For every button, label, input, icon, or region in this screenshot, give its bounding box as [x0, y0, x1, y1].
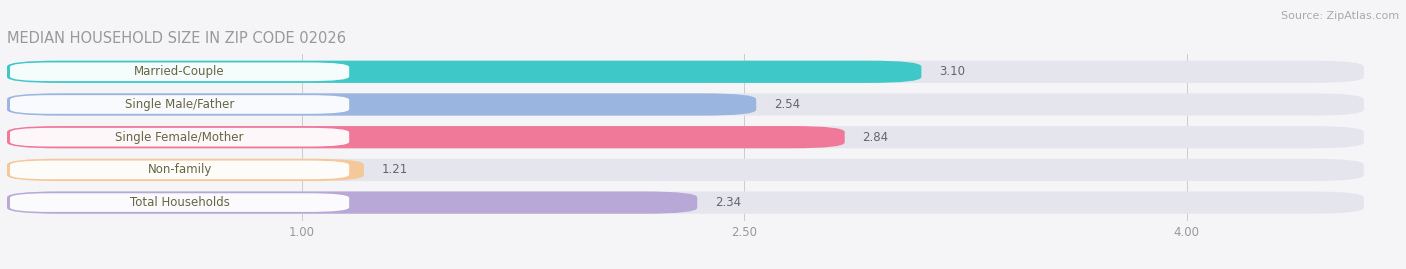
FancyBboxPatch shape — [7, 192, 1364, 214]
Text: Single Male/Father: Single Male/Father — [125, 98, 235, 111]
Text: 3.10: 3.10 — [939, 65, 965, 78]
Text: Source: ZipAtlas.com: Source: ZipAtlas.com — [1281, 11, 1399, 21]
FancyBboxPatch shape — [7, 61, 1364, 83]
FancyBboxPatch shape — [7, 61, 921, 83]
FancyBboxPatch shape — [7, 126, 1364, 148]
Text: 2.34: 2.34 — [714, 196, 741, 209]
Text: Single Female/Mother: Single Female/Mother — [115, 131, 243, 144]
FancyBboxPatch shape — [10, 193, 349, 212]
FancyBboxPatch shape — [10, 128, 349, 147]
Text: 2.54: 2.54 — [773, 98, 800, 111]
Text: Married-Couple: Married-Couple — [134, 65, 225, 78]
FancyBboxPatch shape — [10, 62, 349, 81]
Text: MEDIAN HOUSEHOLD SIZE IN ZIP CODE 02026: MEDIAN HOUSEHOLD SIZE IN ZIP CODE 02026 — [7, 31, 346, 46]
FancyBboxPatch shape — [7, 159, 364, 181]
FancyBboxPatch shape — [7, 159, 1364, 181]
Text: Non-family: Non-family — [148, 163, 212, 176]
FancyBboxPatch shape — [7, 93, 756, 116]
Text: 2.84: 2.84 — [862, 131, 889, 144]
FancyBboxPatch shape — [7, 192, 697, 214]
Text: Total Households: Total Households — [129, 196, 229, 209]
Text: 1.21: 1.21 — [381, 163, 408, 176]
FancyBboxPatch shape — [7, 93, 1364, 116]
FancyBboxPatch shape — [10, 95, 349, 114]
FancyBboxPatch shape — [10, 161, 349, 179]
FancyBboxPatch shape — [7, 126, 845, 148]
